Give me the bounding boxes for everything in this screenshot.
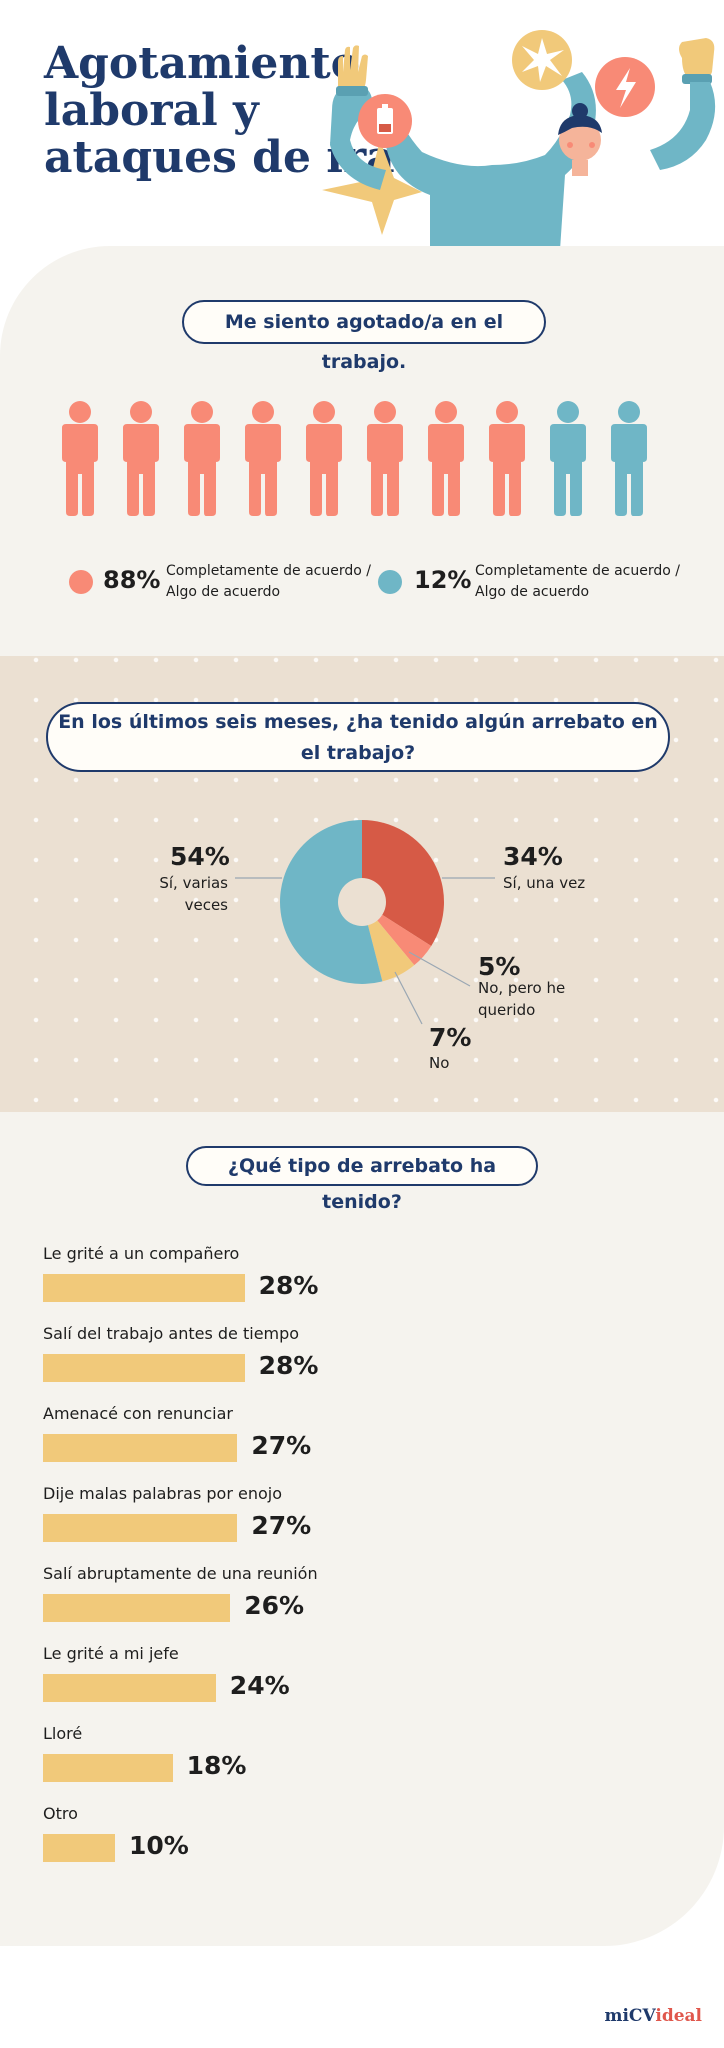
pie-label-pct-7: 7% (429, 1023, 472, 1052)
legend-dot-disagree (378, 570, 402, 594)
people-pictogram (62, 401, 647, 516)
question-outburst-types: ¿Qué tipo de arrebato ha tenido? (186, 1146, 538, 1213)
pie-label-text-5: No, pero he querido (478, 979, 566, 1019)
leader-line-5 (408, 951, 471, 987)
person-icon-agree (489, 401, 525, 516)
pie-label-pct-5: 5% (478, 952, 521, 981)
person-illustration (370, 72, 596, 250)
person-icon-agree (306, 401, 342, 516)
question-outbursts: En los últimos seis meses, ¿ha tenido al… (46, 702, 670, 772)
section-outburst-types (0, 1112, 724, 1946)
person-icon-agree (367, 401, 403, 516)
lightning-icon (616, 68, 636, 108)
person-icon-agree (184, 401, 220, 516)
hero-illustration (322, 30, 716, 250)
legend-text-disagree: Completamente de acuerdo / Algo de acuer… (475, 563, 680, 600)
pie-label-pct-54: 54% (170, 842, 230, 871)
pie-label-pct-34: 34% (503, 842, 563, 871)
pie-slice-4 (279, 820, 383, 984)
pie-label-text-34: Sí, una vez (503, 874, 586, 892)
question-burnout: Me siento agotado/a en el trabajo. (182, 300, 546, 373)
legend-pct-disagree: 12% (414, 566, 472, 594)
fist-icon (679, 38, 715, 78)
brand-logo: miCVideal (604, 2006, 702, 2026)
spark-icon (522, 38, 564, 82)
person-icon-disagree (611, 401, 647, 516)
pie-label-text-7: No (429, 1054, 450, 1072)
person-icon-agree (123, 401, 159, 516)
person-icon-agree (245, 401, 281, 516)
legend-pct-agree: 88% (103, 566, 161, 594)
pie-chart (235, 820, 495, 1025)
person-icon-partial-base (550, 401, 586, 516)
leader-line-7 (394, 971, 423, 1025)
pie-center-hole (338, 878, 386, 926)
person-icon-agree (428, 401, 464, 516)
hand-icon (338, 45, 368, 92)
person-icon-agree (62, 401, 98, 516)
legend-text-agree: Completamente de acuerdo / Algo de acuer… (166, 563, 371, 600)
pie-label-text-54: Sí, varias veces (159, 874, 228, 914)
legend-dot-agree (69, 570, 93, 594)
